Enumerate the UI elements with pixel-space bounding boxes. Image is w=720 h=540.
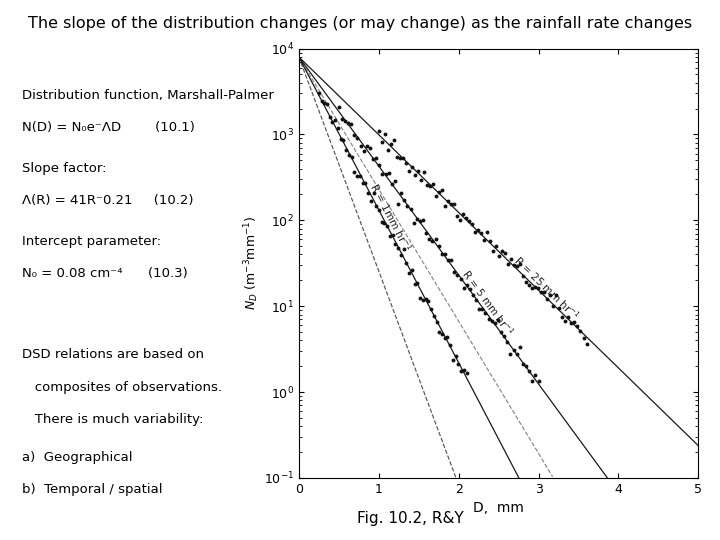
Text: There is much variability:: There is much variability:	[22, 413, 203, 426]
Text: Intercept parameter:: Intercept parameter:	[22, 235, 161, 248]
Text: N(D) = N₀e⁻ΛD        (10.1): N(D) = N₀e⁻ΛD (10.1)	[22, 122, 194, 134]
Text: R = 5 mm hr$^{-1}$: R = 5 mm hr$^{-1}$	[459, 267, 516, 339]
Text: a)  Geographical: a) Geographical	[22, 451, 132, 464]
Text: Λ(R) = 41R⁻0.21     (10.2): Λ(R) = 41R⁻0.21 (10.2)	[22, 194, 193, 207]
Y-axis label: $N_D\ \mathrm{(m^{-3}mm^{-1})}$: $N_D\ \mathrm{(m^{-3}mm^{-1})}$	[243, 216, 261, 310]
X-axis label: D,  mm: D, mm	[473, 501, 524, 515]
Text: DSD relations are based on: DSD relations are based on	[22, 348, 204, 361]
Text: Fig. 10.2, R&Y: Fig. 10.2, R&Y	[357, 511, 464, 526]
Text: N₀ = 0.08 cm⁻⁴      (10.3): N₀ = 0.08 cm⁻⁴ (10.3)	[22, 267, 187, 280]
Text: R = 25 mm hr$^{-1}$: R = 25 mm hr$^{-1}$	[510, 253, 582, 322]
Text: The slope of the distribution changes (or may change) as the rainfall rate chang: The slope of the distribution changes (o…	[28, 16, 692, 31]
Text: b)  Temporal / spatial: b) Temporal / spatial	[22, 483, 162, 496]
Text: Distribution function, Marshall-Palmer: Distribution function, Marshall-Palmer	[22, 89, 274, 102]
Text: composites of observations.: composites of observations.	[22, 381, 222, 394]
Text: Slope factor:: Slope factor:	[22, 162, 106, 175]
Text: R = 1mm hr$^{-1}$: R = 1mm hr$^{-1}$	[366, 180, 414, 254]
